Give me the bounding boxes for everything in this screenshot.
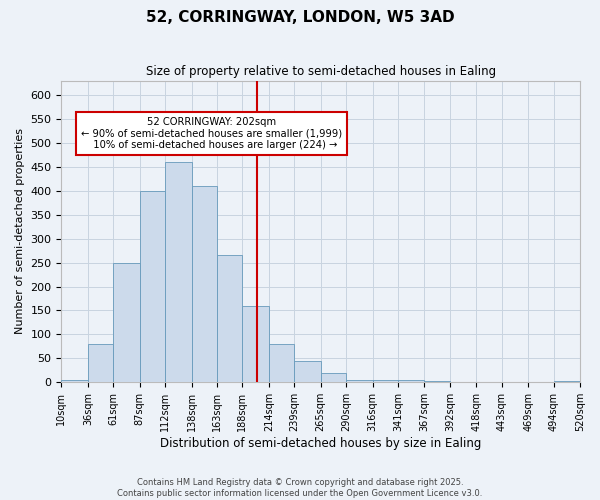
Bar bbox=[398, 380, 424, 382]
Text: 52, CORRINGWAY, LONDON, W5 3AD: 52, CORRINGWAY, LONDON, W5 3AD bbox=[146, 10, 454, 25]
Bar bbox=[294, 361, 321, 382]
Text: Contains HM Land Registry data © Crown copyright and database right 2025.
Contai: Contains HM Land Registry data © Crown c… bbox=[118, 478, 482, 498]
Bar bbox=[191, 186, 217, 382]
Bar bbox=[88, 344, 113, 383]
Bar bbox=[269, 344, 294, 383]
Bar bbox=[373, 380, 398, 382]
Bar bbox=[165, 162, 191, 382]
Text: 52 CORRINGWAY: 202sqm
← 90% of semi-detached houses are smaller (1,999)
  10% of: 52 CORRINGWAY: 202sqm ← 90% of semi-deta… bbox=[82, 117, 343, 150]
Bar bbox=[346, 380, 373, 382]
Title: Size of property relative to semi-detached houses in Ealing: Size of property relative to semi-detach… bbox=[146, 65, 496, 78]
Bar bbox=[242, 306, 269, 382]
Bar bbox=[321, 373, 346, 382]
Bar bbox=[140, 190, 165, 382]
Bar bbox=[113, 262, 140, 382]
X-axis label: Distribution of semi-detached houses by size in Ealing: Distribution of semi-detached houses by … bbox=[160, 437, 481, 450]
Y-axis label: Number of semi-detached properties: Number of semi-detached properties bbox=[15, 128, 25, 334]
Bar bbox=[217, 256, 242, 382]
Bar bbox=[61, 380, 88, 382]
